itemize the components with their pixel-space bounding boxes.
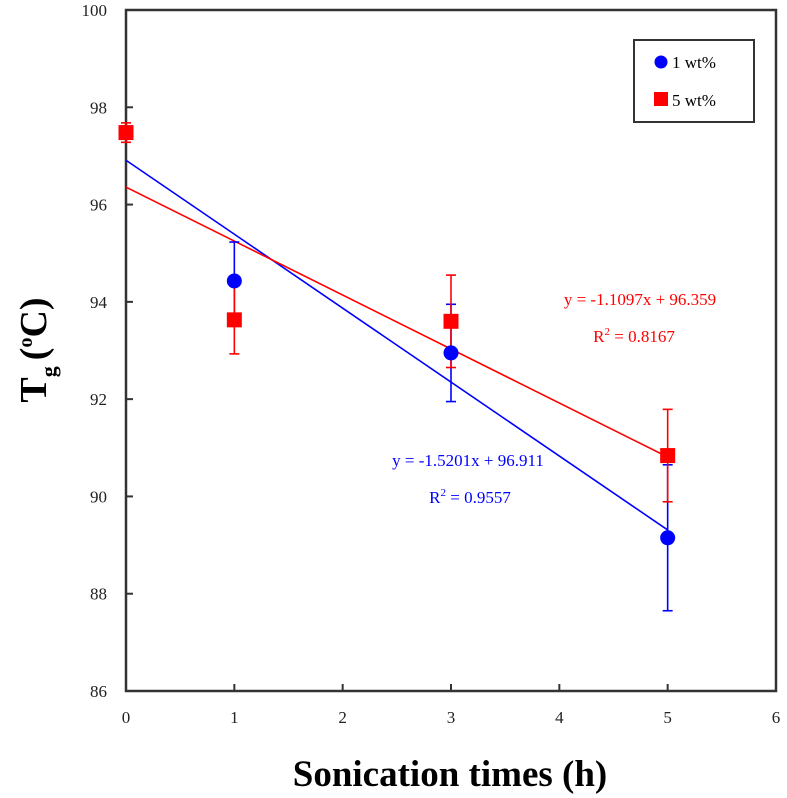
y-title-main: T xyxy=(13,377,55,402)
r2-label: R xyxy=(429,488,441,507)
y-title-unit: C) xyxy=(13,297,55,337)
x-axis-title: Sonication times (h) xyxy=(293,754,608,795)
r2-value: = 0.8167 xyxy=(610,327,675,346)
y-tick-label: 96 xyxy=(90,196,107,215)
trend-equation-5wt: y = -1.1097x + 96.359 xyxy=(564,290,716,309)
r2-value: = 0.9557 xyxy=(446,488,511,507)
trendline-1wt xyxy=(125,159,669,531)
r2-superscript: 2 xyxy=(605,326,611,338)
plot-frame xyxy=(124,8,778,693)
data-point-1wt xyxy=(443,345,459,361)
data-point-5wt xyxy=(118,125,134,141)
error-bars xyxy=(121,122,673,612)
x-tick-label: 1 xyxy=(230,708,239,727)
legend-label-1wt: 1 wt% xyxy=(672,53,716,72)
y-title-open: ( xyxy=(13,348,55,361)
data-point-5wt xyxy=(443,313,459,329)
y-axis-title: Tg (oC) xyxy=(13,297,61,402)
y-tick-label: 88 xyxy=(90,585,107,604)
data-point-5wt xyxy=(660,448,676,464)
x-tick-label: 3 xyxy=(447,708,456,727)
legend-marker-circle-icon xyxy=(654,55,668,69)
x-tick-label: 5 xyxy=(663,708,672,727)
y-tick-label: 86 xyxy=(90,682,107,701)
y-tick-label: 98 xyxy=(90,98,107,117)
r2-label: R xyxy=(593,327,605,346)
trend-equation-1wt: y = -1.5201x + 96.911 xyxy=(392,451,544,470)
y-title-subscript: g xyxy=(36,366,61,377)
r2-superscript: 2 xyxy=(441,487,447,499)
y-tick-label: 94 xyxy=(90,293,108,312)
x-tick-label: 6 xyxy=(772,708,781,727)
x-tick-label: 0 xyxy=(122,708,131,727)
data-points xyxy=(118,125,676,546)
trend-r2-1wt: R2 = 0.9557 xyxy=(429,487,511,507)
legend: 1 wt% 5 wt% xyxy=(633,39,755,123)
trendlines xyxy=(125,159,669,531)
y-tick-label: 92 xyxy=(90,390,107,409)
y-axis-title-text: Tg (oC) xyxy=(13,297,61,402)
trendline-5wt xyxy=(125,186,669,458)
x-axis-ticks: 0 1 2 3 4 5 6 xyxy=(122,684,781,727)
trend-r2-5wt: R2 = 0.8167 xyxy=(593,326,675,346)
x-tick-label: 4 xyxy=(555,708,564,727)
data-point-1wt xyxy=(660,530,676,546)
y-tick-label: 100 xyxy=(82,1,108,20)
x-tick-label: 2 xyxy=(338,708,347,727)
y-tick-label: 90 xyxy=(90,487,107,506)
legend-box xyxy=(633,39,755,123)
legend-label-5wt: 5 wt% xyxy=(672,91,716,110)
data-point-1wt xyxy=(226,273,242,289)
legend-marker-square-icon xyxy=(654,92,668,106)
y-title-superscript: o xyxy=(15,338,37,348)
data-point-5wt xyxy=(226,312,242,328)
